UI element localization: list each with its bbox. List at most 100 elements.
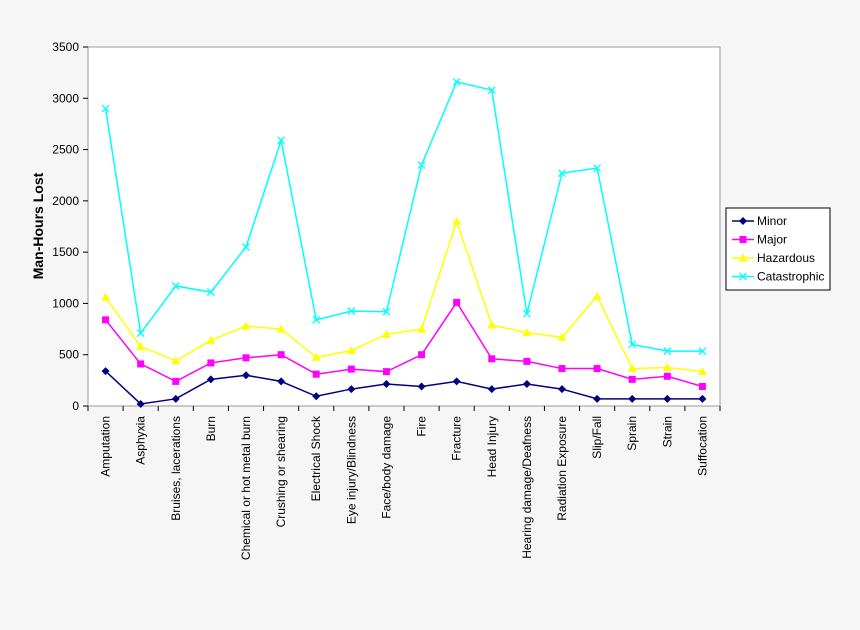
data-point <box>417 324 427 333</box>
x-tick-label: Chemical or hot metal burn <box>239 416 253 560</box>
data-point <box>523 357 531 365</box>
axes: 0 500 1000 1500 2000 2500 3000 3500 Amputation As… <box>52 40 721 560</box>
series-catastrophic <box>101 77 707 356</box>
data-point <box>417 160 426 169</box>
series-minor <box>101 367 707 408</box>
data-point <box>312 315 321 324</box>
legend-item-catastrophic: Catastrophic <box>732 270 824 284</box>
data-point <box>558 365 566 373</box>
x-tick-label: Slip/Fall <box>590 416 604 459</box>
series-line <box>104 301 703 388</box>
data-point <box>206 375 215 384</box>
legend-label: Major <box>757 233 787 247</box>
data-point <box>628 340 637 349</box>
x-tick-label: Fire <box>415 416 429 437</box>
data-point <box>487 86 496 95</box>
x-tick-label: Head Injury <box>485 416 499 477</box>
y-tick-label: 3500 <box>52 40 79 54</box>
data-point <box>452 77 461 86</box>
data-point <box>593 394 602 403</box>
data-point <box>739 272 747 281</box>
legend-label: Minor <box>757 214 787 228</box>
data-point <box>418 351 426 359</box>
data-point <box>452 216 462 225</box>
data-point <box>522 379 531 388</box>
y-tick-label: 500 <box>59 348 79 362</box>
data-point <box>739 217 747 225</box>
data-point <box>698 383 706 391</box>
x-tick-label: Electrical Shock <box>309 415 323 501</box>
x-tick-label: Hearing damage/Deafness <box>520 416 534 559</box>
series-lines <box>101 77 707 408</box>
data-point <box>697 367 707 376</box>
data-point <box>242 243 250 251</box>
data-point <box>738 253 748 262</box>
data-point <box>663 347 672 356</box>
data-point <box>739 236 747 243</box>
data-point <box>277 351 285 359</box>
x-tick-label: Radiation Exposure <box>555 416 569 521</box>
data-point <box>382 307 391 316</box>
data-point <box>276 324 286 333</box>
legend-label: Hazardous <box>757 251 815 265</box>
data-point <box>206 335 216 344</box>
plot-area <box>87 46 721 407</box>
data-point <box>171 356 181 365</box>
data-point <box>242 354 250 362</box>
x-tick-label: Asphyxia <box>134 416 148 465</box>
data-point <box>172 377 180 385</box>
x-tick-label: Bruises, lacerations <box>169 416 183 521</box>
data-point <box>663 372 671 380</box>
x-tick-label: Amputation <box>99 416 113 477</box>
data-point <box>558 385 566 394</box>
legend-item-hazardous: Hazardous <box>732 251 815 265</box>
data-point <box>136 399 145 408</box>
data-point <box>171 394 180 403</box>
data-point <box>206 288 215 297</box>
data-point <box>102 316 110 324</box>
data-point <box>558 169 566 178</box>
data-point <box>487 320 497 329</box>
series-major <box>102 298 706 391</box>
data-point <box>381 329 391 338</box>
data-point <box>241 321 251 330</box>
data-point <box>522 309 531 318</box>
data-point <box>663 394 672 403</box>
data-point <box>312 370 320 378</box>
x-tick-label: Eye injury/Blindness <box>344 416 358 524</box>
legend-item-minor: Minor <box>732 214 787 228</box>
y-tick-label: 1000 <box>52 296 79 310</box>
series-line <box>104 218 703 373</box>
x-tick-label: Suffocation <box>695 416 709 476</box>
data-point <box>487 385 496 394</box>
data-point <box>171 282 180 290</box>
legend-item-major: Major <box>732 233 787 247</box>
data-point <box>311 352 321 361</box>
y-tick-label: 2000 <box>52 194 79 208</box>
data-point <box>382 379 391 388</box>
data-point <box>417 382 426 391</box>
data-point <box>698 394 707 403</box>
x-tick-label: Strain <box>660 416 674 447</box>
y-axis-label: Man-Hours Lost <box>30 172 46 279</box>
y-tick-label: 3000 <box>52 91 79 105</box>
data-point <box>627 364 637 373</box>
data-point <box>628 394 637 403</box>
x-tick-label: Fracture <box>450 416 464 461</box>
y-tick-label: 1500 <box>52 245 79 259</box>
data-point <box>347 365 355 373</box>
x-tick-label: Crushing or shearing <box>274 416 288 527</box>
y-tick-label: 2500 <box>52 143 79 157</box>
data-point <box>207 359 215 367</box>
data-point <box>347 307 356 316</box>
data-point <box>312 392 321 401</box>
data-point <box>136 342 146 351</box>
data-point <box>101 292 111 301</box>
data-point <box>453 298 461 306</box>
data-point <box>101 367 110 376</box>
data-point <box>137 360 145 368</box>
data-point <box>101 104 110 113</box>
data-point <box>593 365 601 373</box>
